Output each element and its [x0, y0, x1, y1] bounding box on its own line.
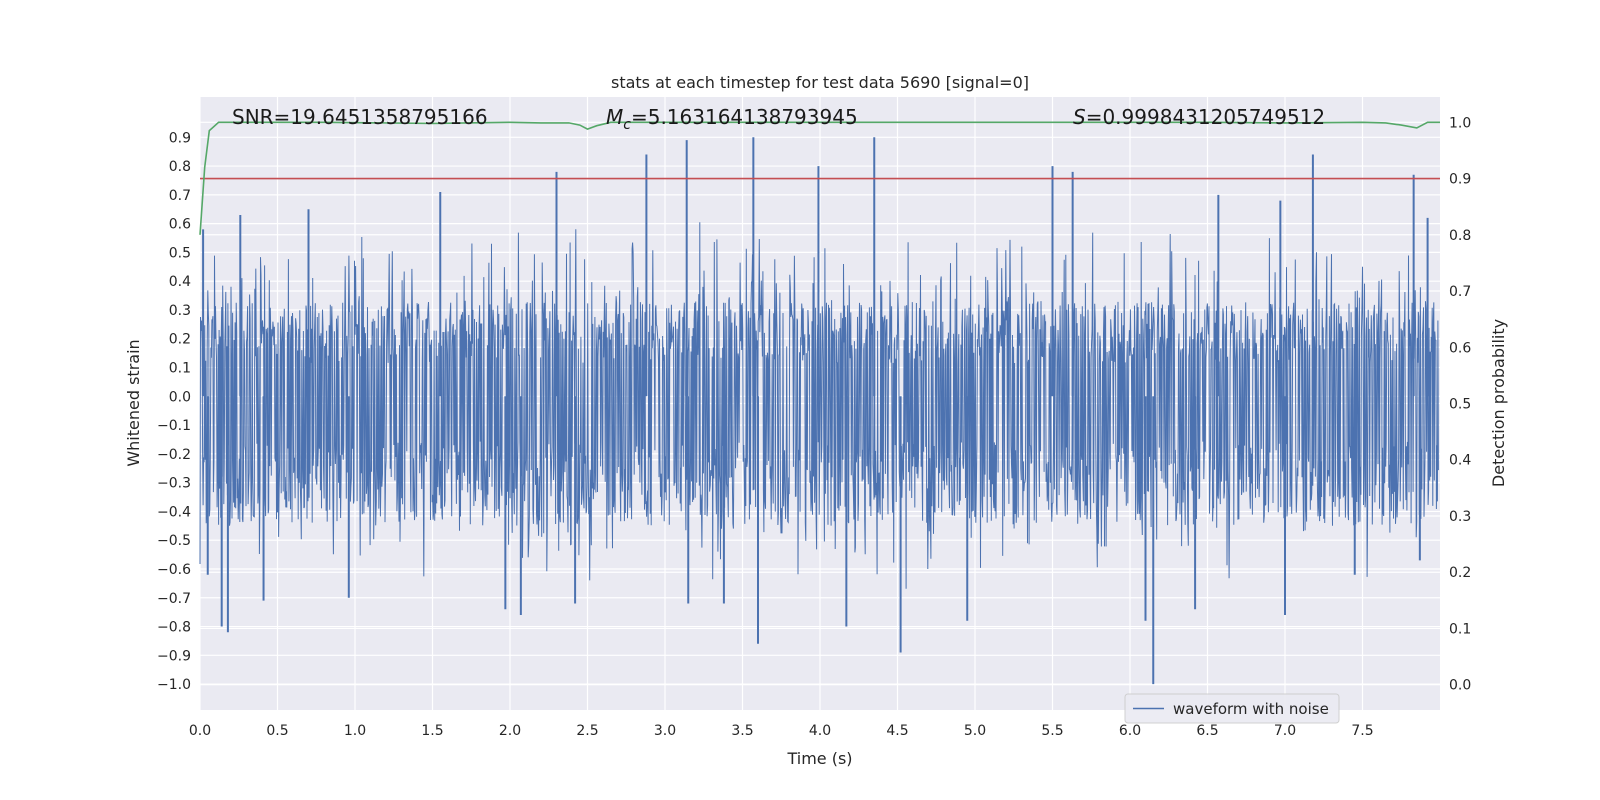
x-tick-label: 7.5 [1351, 723, 1373, 739]
s-annotation: S=0.9998431205749512 [1073, 105, 1325, 129]
y-axis-label: Whitened strain [124, 339, 143, 466]
x-tick-label: 6.0 [1119, 723, 1141, 739]
legend-box [1124, 693, 1340, 724]
x-tick-label: 1.5 [421, 723, 443, 739]
y-tick-label: 0.9 [169, 130, 191, 146]
x-tick-label: 3.0 [654, 723, 676, 739]
y-tick-label: −0.8 [157, 620, 191, 636]
y-tick-label: −0.3 [157, 476, 191, 492]
y2-tick-label: 0.5 [1449, 397, 1471, 413]
y-tick-labels: 0.9 0.8 0.7 0.6 0.5 0.4 0.3 0.2 0.1 0.0 −0.1 −0.2 −0… [157, 130, 191, 693]
x-tick-label: 0.0 [189, 723, 211, 739]
chirp-mass-value: =5.163164138793945 [631, 105, 858, 129]
x-tick-label: 2.0 [499, 723, 521, 739]
chirp-mass-annotation: Mc=5.163164138793945 [606, 105, 858, 133]
y-tick-label: 0.3 [169, 303, 191, 319]
y-tick-label: −0.7 [157, 591, 191, 607]
legend: waveform with noise [1124, 693, 1340, 724]
y2-tick-label: 0.9 [1449, 172, 1471, 188]
s-value: =0.9998431205749512 [1086, 105, 1325, 129]
x-tick-label: 2.5 [576, 723, 598, 739]
y2-tick-label: 0.4 [1449, 453, 1471, 469]
legend-label: waveform with noise [1173, 700, 1329, 718]
y-tick-label: 0.2 [169, 332, 191, 348]
y-tick-label: 0.4 [169, 274, 191, 290]
chirp-mass-subscript: c [623, 117, 631, 133]
y2-tick-label: 0.0 [1449, 678, 1471, 694]
waveform-line [199, 222, 1439, 589]
y-tick-label: 0.6 [169, 217, 191, 233]
x-tick-label: 4.0 [809, 723, 831, 739]
y-tick-label: −1.0 [157, 677, 191, 693]
y-tick-label: −0.2 [157, 447, 191, 463]
chirp-mass-symbol: M [606, 105, 623, 129]
y2-tick-label: 1.0 [1449, 115, 1471, 131]
x-tick-labels: 0.0 0.5 1.0 1.5 2.0 2.5 3.0 3.5 4.0 4.5 5.0 5.5 6.0 6… [189, 723, 1374, 739]
x-tick-label: 0.5 [266, 723, 288, 739]
y2-tick-label: 0.1 [1449, 621, 1471, 637]
y2-tick-labels: 1.0 0.9 0.8 0.7 0.6 0.5 0.4 0.3 0.2 0.1 0.0 [1449, 115, 1471, 693]
y2-axis-label: Detection probability [1489, 319, 1508, 487]
snr-annotation: SNR=19.6451358795166 [232, 105, 488, 129]
x-tick-label: 1.0 [344, 723, 366, 739]
y-tick-label: 0.5 [169, 245, 191, 261]
y-tick-label: −0.4 [157, 504, 191, 520]
x-tick-label: 5.5 [1041, 723, 1063, 739]
x-tick-label: 3.5 [731, 723, 753, 739]
x-tick-label: 4.5 [886, 723, 908, 739]
x-tick-label: 5.0 [964, 723, 986, 739]
y2-tick-label: 0.3 [1449, 509, 1471, 525]
s-symbol: S [1073, 105, 1086, 129]
y-tick-label: −0.1 [157, 418, 191, 434]
y2-tick-label: 0.2 [1449, 565, 1471, 581]
waveform-series [199, 137, 1439, 685]
y-tick-label: −0.5 [157, 533, 191, 549]
y-tick-label: −0.9 [157, 648, 191, 664]
y2-tick-label: 0.6 [1449, 340, 1471, 356]
x-tick-label: 6.5 [1196, 723, 1218, 739]
waveform-spikes [202, 137, 1429, 685]
y2-tick-label: 0.7 [1449, 284, 1471, 300]
y-tick-label: −0.6 [157, 562, 191, 578]
y-tick-label: 0.0 [169, 389, 191, 405]
y2-tick-label: 0.8 [1449, 228, 1471, 244]
x-axis-label: Time (s) [786, 749, 852, 768]
detection-probability-line [199, 121, 1440, 235]
chart-title: stats at each timestep for test data 569… [611, 73, 1029, 92]
y-tick-label: 0.8 [169, 159, 191, 175]
y-tick-label: 0.1 [169, 361, 191, 377]
y-tick-label: 0.7 [169, 188, 191, 204]
x-tick-label: 7.0 [1274, 723, 1296, 739]
